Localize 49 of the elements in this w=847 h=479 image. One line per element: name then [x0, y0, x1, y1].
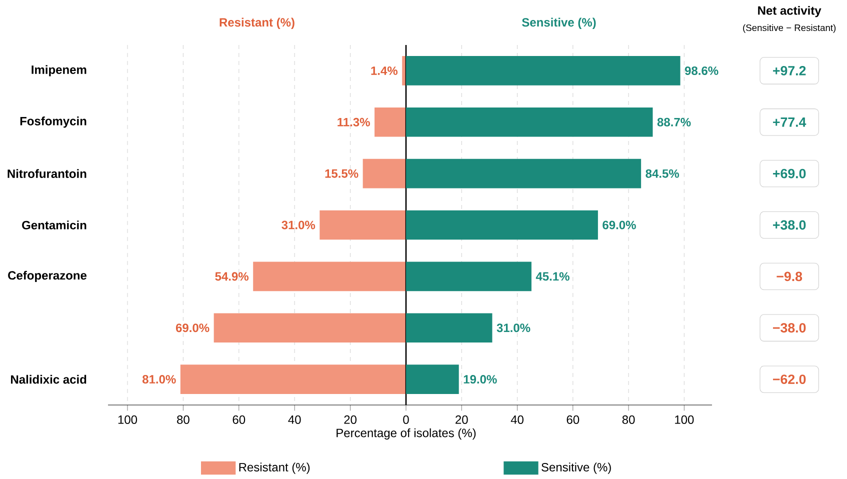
y-tick-label: Imipenem	[32, 65, 86, 76]
bar	[374, 107, 406, 137]
text: +38.0	[773, 220, 806, 230]
y-tick-label: Gentamicin	[22, 220, 86, 230]
data-label: 31.0%	[496, 324, 530, 332]
text: −9.8	[776, 272, 802, 282]
x-tick-label: 20	[344, 415, 357, 424]
x-tick-label: 60	[232, 415, 246, 424]
data-label: 88.7%	[657, 118, 691, 126]
data-label: 1.4%	[371, 66, 398, 75]
text: Sensitive (%)	[522, 18, 596, 29]
text: (Sensitive − Resistant)	[743, 24, 836, 33]
y-tick-label: Cefoperazone	[8, 270, 87, 282]
text: −38.0	[773, 323, 806, 333]
y-tick-label: Nalidixic acid	[11, 374, 86, 384]
x-tick-label: 60	[566, 415, 580, 424]
data-label: 54.9%	[215, 272, 249, 281]
data-label: 15.5%	[325, 169, 358, 178]
x-tick-label: 100	[675, 415, 694, 424]
bar	[406, 364, 459, 394]
data-label: 69.0%	[602, 220, 636, 230]
data-label: 31.0%	[282, 220, 316, 230]
x-tick-label: 0	[403, 415, 409, 424]
x-tick-label: 20	[456, 415, 468, 424]
y-tick-label: Nitrofurantoin	[8, 169, 86, 178]
legend-label: Resistant (%)	[239, 462, 310, 474]
text: +97.2	[773, 66, 806, 76]
x-tick-label: 40	[510, 415, 524, 424]
text: −62.0	[773, 374, 806, 384]
x-tick-label: 80	[622, 415, 635, 424]
data-label: 69.0%	[176, 324, 210, 332]
data-label: 11.3%	[338, 118, 370, 126]
x-tick-label: 40	[288, 415, 301, 424]
y-tick-label: Fosfomycin	[20, 116, 86, 128]
legend-label: Sensitive (%)	[542, 462, 611, 474]
x-tick-label: 80	[177, 415, 190, 424]
x-axis-title: Percentage of isolates (%)	[336, 428, 476, 440]
text: +69.0	[773, 168, 806, 178]
data-label: 81.0%	[142, 375, 176, 384]
text: Resistant (%)	[220, 18, 294, 29]
data-label: 98.6%	[684, 66, 718, 75]
data-label: 84.5%	[646, 169, 680, 178]
text: +77.4	[773, 118, 806, 127]
text: Net activity	[758, 6, 822, 18]
x-tick-label: 100	[118, 415, 138, 424]
data-label: 45.1%	[536, 272, 570, 281]
bar	[362, 158, 406, 188]
data-label: 19.0%	[464, 375, 497, 384]
bar	[402, 56, 406, 86]
